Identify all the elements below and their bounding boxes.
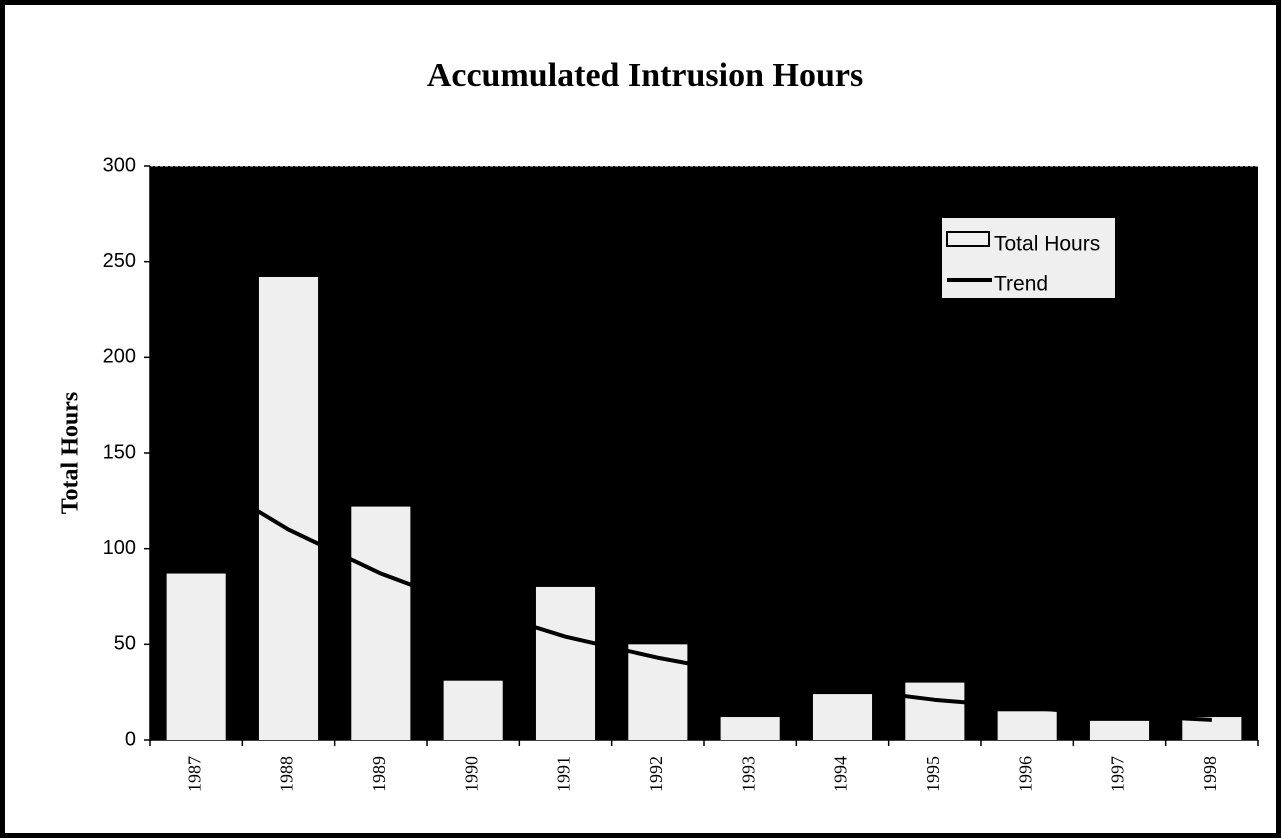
x-tick-label: 1994 [831, 756, 851, 792]
legend-swatch [946, 231, 990, 247]
x-tick-label: 1988 [277, 756, 297, 792]
bar [997, 711, 1057, 740]
bar [258, 276, 319, 740]
x-tick-label: 1989 [369, 756, 389, 792]
bar [720, 717, 780, 740]
x-tick-label: 1993 [738, 756, 758, 792]
y-tick-label: 250 [103, 250, 136, 272]
bar [1089, 720, 1150, 740]
x-tick-label: 1995 [923, 756, 943, 792]
bar [443, 680, 503, 740]
y-tick-label: 100 [103, 537, 136, 559]
x-tick-label: 1998 [1200, 756, 1220, 792]
bar [905, 682, 965, 740]
y-tick-label: 0 [125, 728, 136, 750]
x-tick-label: 1992 [646, 756, 666, 792]
chart-title: Accumulated Intrusion Hours [427, 57, 863, 94]
bar [1182, 717, 1242, 740]
y-tick-label: 200 [103, 346, 136, 368]
y-axis-label: Total Hours [58, 392, 84, 514]
x-tick-label: 1991 [554, 756, 574, 792]
bar [535, 586, 596, 740]
x-tick-label: 1990 [461, 756, 481, 792]
y-tick-label: 50 [114, 633, 136, 655]
trend-line [195, 472, 1212, 722]
bar [812, 694, 873, 740]
legend-label: Total Hours [994, 233, 1100, 256]
bar [351, 506, 411, 740]
x-tick-label: 1997 [1108, 756, 1128, 792]
x-tick-label: 1996 [1015, 756, 1035, 792]
bar [166, 573, 226, 740]
y-tick-label: 150 [103, 441, 136, 463]
legend: Total Hours Trend [942, 218, 1115, 298]
x-tick-label: 1987 [184, 756, 204, 792]
legend-label: Trend [994, 273, 1048, 296]
y-tick-label: 300 [103, 154, 136, 176]
